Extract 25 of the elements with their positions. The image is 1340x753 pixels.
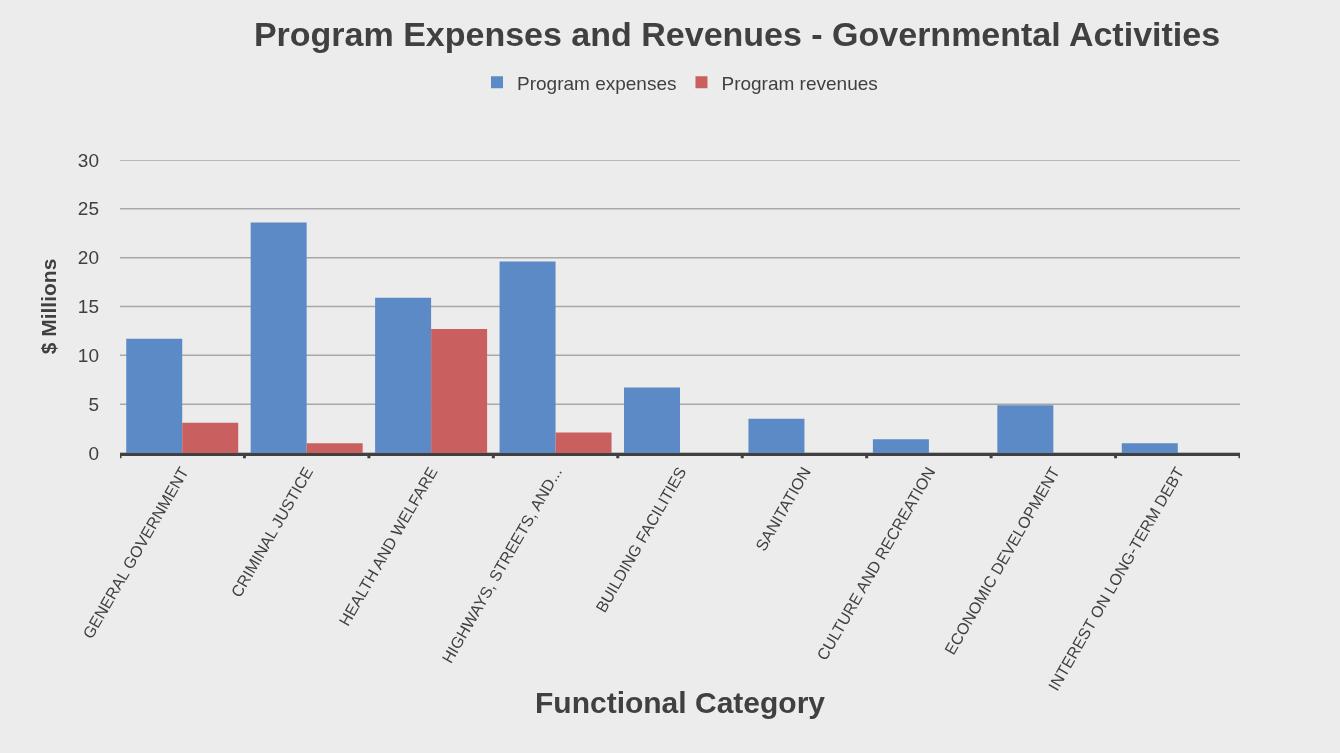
bar bbox=[499, 261, 556, 453]
bar bbox=[624, 387, 680, 453]
bar bbox=[997, 405, 1054, 453]
y-tick-label: 25 bbox=[77, 198, 99, 220]
y-tick-label: 15 bbox=[77, 296, 99, 318]
legend-label: Program revenues bbox=[721, 72, 878, 94]
bar bbox=[431, 328, 488, 453]
bar bbox=[375, 297, 432, 453]
y-tick-label: 5 bbox=[88, 393, 99, 415]
bar bbox=[555, 432, 612, 453]
y-tick-label: 20 bbox=[77, 247, 99, 269]
bar bbox=[182, 422, 239, 453]
legend-label: Program expenses bbox=[517, 72, 677, 94]
bar bbox=[306, 443, 363, 453]
y-tick-label: 0 bbox=[88, 442, 99, 464]
bar bbox=[250, 222, 307, 453]
bar bbox=[126, 338, 183, 453]
y-tick-label: 10 bbox=[77, 344, 99, 366]
y-tick-label: 30 bbox=[77, 149, 99, 171]
chart-title: Program Expenses and Revenues - Governmental Activities bbox=[253, 15, 1221, 54]
y-axis-title: $ Millions bbox=[37, 258, 61, 355]
bar bbox=[748, 418, 805, 453]
bar bbox=[1121, 443, 1178, 453]
bar bbox=[872, 439, 929, 453]
x-axis-title: Functional Category bbox=[534, 685, 826, 719]
